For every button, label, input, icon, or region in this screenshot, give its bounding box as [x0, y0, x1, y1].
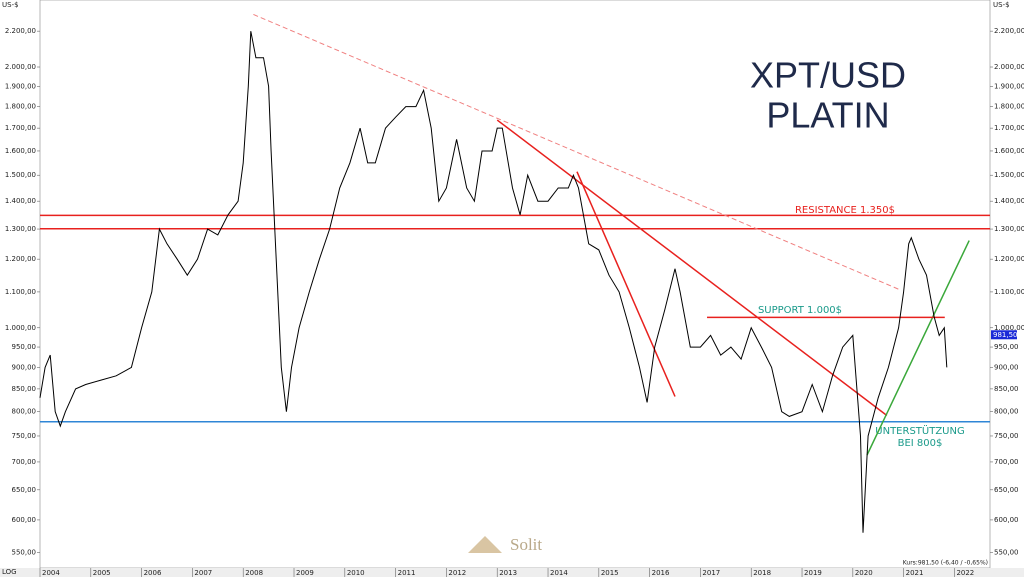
- x-tick-label: 2019: [804, 569, 822, 577]
- x-tick-label: 2005: [93, 569, 111, 577]
- x-tick-label: 2022: [956, 569, 974, 577]
- y-tick-label: 1.600,00: [5, 147, 36, 155]
- quote: Kurs:981,50 (-6,40 / -0,65%): [903, 560, 988, 567]
- y-tick-label: 1.500,00: [5, 171, 36, 179]
- y-tick-label: 2.200,00: [5, 27, 36, 35]
- y-tick-label: 800,00: [994, 408, 1019, 416]
- x-tick-label: 2008: [245, 569, 263, 577]
- y-tick-label: 1.300,00: [994, 225, 1024, 233]
- y-unit-right: US-$: [993, 1, 1010, 9]
- x-tick-label: 2016: [652, 569, 670, 577]
- y-tick-label: 1.600,00: [994, 147, 1024, 155]
- x-tick-label: 2012: [448, 569, 466, 577]
- x-tick-label: 2015: [601, 569, 619, 577]
- y-tick-label: 1.400,00: [994, 197, 1024, 205]
- support-800-label: UNTERSTÜTZUNG: [875, 424, 964, 437]
- x-axis-band: [0, 568, 1024, 577]
- resistance-label: RESISTANCE 1.350$: [795, 205, 895, 216]
- y-tick-label: 950,00: [12, 343, 37, 351]
- y-tick-label: 1.900,00: [994, 82, 1024, 90]
- y-tick-label: 1.900,00: [5, 82, 36, 90]
- x-tick-label: 2011: [398, 569, 416, 577]
- y-tick-label: 550,00: [12, 549, 37, 557]
- y-tick-label: 750,00: [994, 432, 1019, 440]
- y-tick-label: 850,00: [994, 385, 1019, 393]
- y-tick-label: 1.100,00: [5, 288, 36, 296]
- x-tick-label: 2020: [855, 569, 873, 577]
- y-tick-label: 650,00: [12, 486, 37, 494]
- y-tick-label: 900,00: [12, 363, 37, 371]
- y-tick-label: 1.700,00: [994, 124, 1024, 132]
- y-tick-label: 550,00: [994, 549, 1019, 557]
- y-tick-label: 1.000,00: [994, 324, 1024, 332]
- trend-line: [253, 13, 901, 291]
- trend-line: [496, 119, 888, 417]
- chart-subtitle: PLATIN: [766, 95, 889, 136]
- x-tick-label: 2007: [194, 569, 212, 577]
- x-tick-label: 2009: [296, 569, 314, 577]
- y-tick-label: 900,00: [994, 363, 1019, 371]
- chart-title: XPT/USD: [750, 55, 906, 96]
- x-tick-label: 2018: [753, 569, 771, 577]
- y-tick-label: 700,00: [994, 458, 1019, 466]
- y-tick-label: 800,00: [12, 408, 37, 416]
- y-tick-label: 600,00: [12, 516, 37, 524]
- y-tick-label: 650,00: [994, 486, 1019, 494]
- y-unit-left: US-$: [2, 1, 19, 9]
- x-tick-label: 2013: [499, 569, 517, 577]
- trend-line: [576, 171, 676, 397]
- x-tick-label: 2014: [550, 569, 568, 577]
- watermark-logo: [468, 536, 502, 553]
- y-tick-label: 1.700,00: [5, 124, 36, 132]
- y-tick-label: 950,00: [994, 343, 1019, 351]
- y-tick-label: 1.400,00: [5, 197, 36, 205]
- y-tick-label: 700,00: [12, 458, 37, 466]
- y-tick-label: 1.300,00: [5, 225, 36, 233]
- x-tick-label: 2017: [702, 569, 720, 577]
- x-tick-label: 2006: [144, 569, 162, 577]
- y-tick-label: 600,00: [994, 516, 1019, 524]
- y-tick-label: 850,00: [12, 385, 37, 393]
- y-tick-label: 1.800,00: [5, 103, 36, 111]
- support-800-label: BEI 800$: [898, 438, 943, 449]
- x-tick-label: 2004: [42, 569, 60, 577]
- y-tick-label: 2.000,00: [5, 63, 36, 71]
- x-tick-label: 2021: [906, 569, 924, 577]
- y-tick-label: 750,00: [12, 432, 37, 440]
- y-tick-label: 1.100,00: [994, 288, 1024, 296]
- last-price-tag: [991, 330, 1017, 340]
- y-tick-label: 2.200,00: [994, 27, 1024, 35]
- y-tick-label: 1.500,00: [994, 171, 1024, 179]
- x-tick-label: 2010: [347, 569, 365, 577]
- y-tick-label: 1.200,00: [5, 255, 36, 263]
- watermark: Solit: [468, 535, 542, 554]
- y-tick-label: 2.000,00: [994, 63, 1024, 71]
- y-tick-label: 1.000,00: [5, 324, 36, 332]
- scale-label: LOG: [2, 568, 17, 576]
- price-line: [39, 31, 948, 533]
- last-price-label: 981,50: [993, 331, 1018, 339]
- watermark-text: Solit: [510, 535, 542, 554]
- support-label: SUPPORT 1.000$: [758, 305, 842, 316]
- trend-line: [866, 240, 970, 456]
- y-tick-label: 1.800,00: [994, 103, 1024, 111]
- y-tick-label: 1.200,00: [994, 255, 1024, 263]
